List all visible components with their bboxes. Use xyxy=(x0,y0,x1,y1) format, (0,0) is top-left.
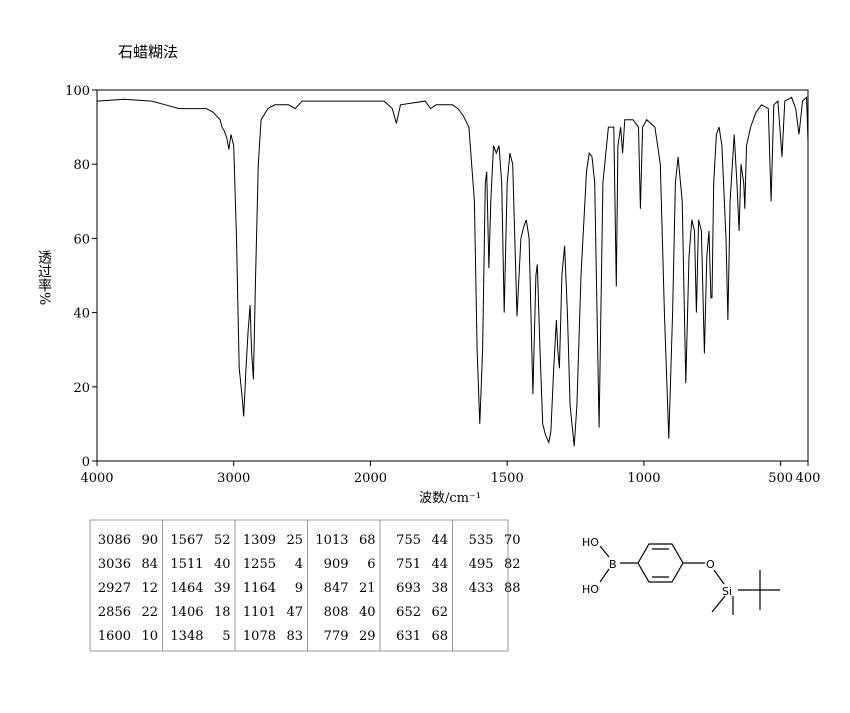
peak-wavenumber: 1013 xyxy=(315,533,348,548)
x-tick-label: 400 xyxy=(796,471,821,486)
peak-wavenumber: 1255 xyxy=(243,557,276,572)
structure-bonds xyxy=(599,543,780,615)
y-tick-label: 80 xyxy=(73,158,90,173)
peak-transmittance: 44 xyxy=(431,557,448,572)
peak-wavenumber: 652 xyxy=(396,605,421,620)
peak-wavenumber: 1567 xyxy=(170,533,203,548)
x-tick-label: 4000 xyxy=(80,471,113,486)
peak-wavenumber: 755 xyxy=(396,533,421,548)
peak-transmittance: 90 xyxy=(141,533,158,548)
peak-wavenumber: 693 xyxy=(396,581,421,596)
atom-label: O xyxy=(706,558,715,571)
peak-wavenumber: 1309 xyxy=(243,533,276,548)
peak-wavenumber: 1406 xyxy=(170,605,203,620)
peak-transmittance: 10 xyxy=(141,629,158,644)
peak-transmittance: 21 xyxy=(359,581,376,596)
peak-transmittance: 18 xyxy=(214,605,231,620)
peak-transmittance: 84 xyxy=(141,557,158,572)
peak-transmittance: 88 xyxy=(504,581,521,596)
peak-wavenumber: 909 xyxy=(324,557,349,572)
plot-frame xyxy=(96,89,809,462)
peak-transmittance: 68 xyxy=(359,533,376,548)
atom-label: Si xyxy=(722,585,732,598)
peak-transmittance: 40 xyxy=(214,557,231,572)
y-tick-label: 60 xyxy=(73,232,90,247)
peak-wavenumber: 1464 xyxy=(170,581,203,596)
chart-title: 石蜡糊法 xyxy=(118,43,178,61)
peak-transmittance: 38 xyxy=(431,581,448,596)
peak-wavenumber: 433 xyxy=(469,581,494,596)
peak-wavenumber: 2927 xyxy=(98,581,131,596)
peak-transmittance: 6 xyxy=(367,557,375,572)
peak-transmittance: 29 xyxy=(359,629,376,644)
peak-transmittance: 47 xyxy=(286,605,303,620)
x-tick-label: 500 xyxy=(768,471,793,486)
peak-wavenumber: 1164 xyxy=(243,581,276,596)
peak-transmittance: 4 xyxy=(295,557,303,572)
x-tick-label: 1000 xyxy=(627,471,660,486)
x-tick-label: 3000 xyxy=(217,471,250,486)
peak-transmittance: 68 xyxy=(431,629,448,644)
peak-transmittance: 12 xyxy=(141,581,158,596)
peak-wavenumber: 3036 xyxy=(98,557,131,572)
peak-transmittance: 25 xyxy=(286,533,303,548)
peak-transmittance: 83 xyxy=(286,629,303,644)
peak-wavenumber: 631 xyxy=(396,629,421,644)
peak-table-frame xyxy=(89,519,509,652)
y-tick-label: 100 xyxy=(65,84,90,99)
peak-wavenumber: 751 xyxy=(396,557,421,572)
spectrum-line xyxy=(96,96,809,447)
peak-wavenumber: 779 xyxy=(324,629,349,644)
peak-wavenumber: 847 xyxy=(324,581,349,596)
peak-transmittance: 40 xyxy=(359,605,376,620)
peak-wavenumber: 1600 xyxy=(98,629,131,644)
y-tick-label: 0 xyxy=(82,455,90,470)
peak-transmittance: 39 xyxy=(214,581,231,596)
atom-label: HO xyxy=(582,583,599,596)
y-tick-label: 20 xyxy=(73,381,90,396)
peak-wavenumber: 535 xyxy=(469,533,494,548)
peak-transmittance: 82 xyxy=(504,557,521,572)
peak-transmittance: 52 xyxy=(214,533,231,548)
peak-wavenumber: 495 xyxy=(469,557,494,572)
peak-transmittance: 44 xyxy=(431,533,448,548)
peak-wavenumber: 808 xyxy=(324,605,349,620)
peak-transmittance: 5 xyxy=(222,629,230,644)
atom-label: HO xyxy=(582,536,599,549)
peak-transmittance: 9 xyxy=(295,581,303,596)
peak-transmittance: 62 xyxy=(431,605,448,620)
peak-transmittance: 22 xyxy=(141,605,158,620)
y-tick-label: 40 xyxy=(73,307,90,322)
x-tick-label: 2000 xyxy=(354,471,387,486)
atom-label: B xyxy=(609,558,617,571)
peak-wavenumber: 1511 xyxy=(170,557,203,572)
y-axis-label: 透过率% xyxy=(36,250,52,305)
peak-transmittance: 70 xyxy=(504,533,521,548)
peak-wavenumber: 1348 xyxy=(170,629,203,644)
peak-wavenumber: 3086 xyxy=(98,533,131,548)
x-tick-label: 1500 xyxy=(491,471,524,486)
peak-wavenumber: 1078 xyxy=(243,629,276,644)
peak-wavenumber: 2856 xyxy=(98,605,131,620)
x-axis-label: 波数/cm⁻¹ xyxy=(419,491,481,506)
peak-wavenumber: 1101 xyxy=(243,605,276,620)
